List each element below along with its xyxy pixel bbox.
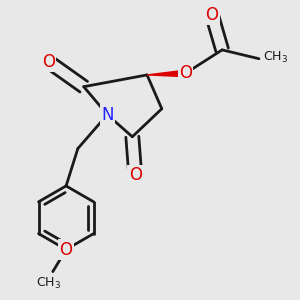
Text: O: O: [129, 166, 142, 184]
Text: CH$_3$: CH$_3$: [36, 276, 61, 291]
Text: O: O: [179, 64, 192, 82]
Polygon shape: [147, 70, 185, 77]
Text: O: O: [42, 53, 55, 71]
Text: O: O: [60, 241, 73, 259]
Text: CH$_3$: CH$_3$: [263, 50, 289, 65]
Text: O: O: [205, 6, 218, 24]
Text: N: N: [101, 106, 114, 124]
